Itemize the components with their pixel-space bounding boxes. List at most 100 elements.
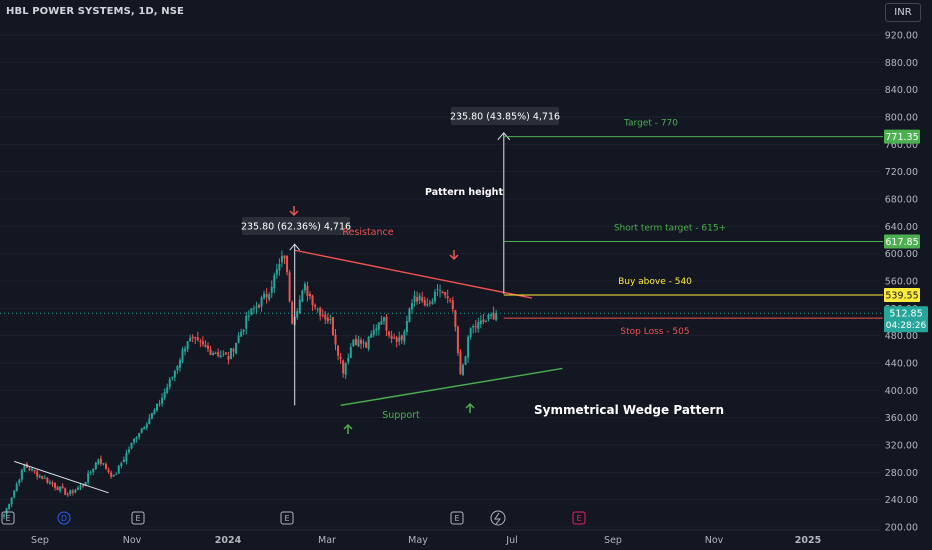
candle-body — [390, 335, 393, 339]
measure-label-1-box — [242, 217, 350, 235]
candle-body — [375, 328, 378, 331]
price-tick-label: 360.00 — [885, 413, 918, 424]
candle-body — [441, 291, 444, 294]
price-tick-label: 720.00 — [885, 167, 918, 178]
price-tick-label: 240.00 — [885, 495, 918, 506]
candle-body — [127, 449, 130, 453]
candle-body — [349, 346, 352, 358]
candle-body — [138, 433, 141, 437]
candle-body — [38, 475, 41, 478]
pattern-height-label: Pattern height — [425, 187, 503, 198]
target-badge — [884, 129, 920, 144]
candle-body — [286, 255, 289, 273]
time-label: Nov — [705, 535, 724, 546]
candle-body — [143, 427, 146, 430]
candle-body — [166, 387, 169, 393]
event-marker-label: E — [576, 514, 581, 523]
price-tick-label: 320.00 — [885, 441, 918, 452]
price-tick-label: 880.00 — [885, 58, 918, 69]
candle-body — [41, 475, 44, 479]
resistance-line — [294, 249, 532, 299]
price-tick-label: 560.00 — [885, 277, 918, 288]
arrow-head — [289, 243, 301, 251]
candle-body — [204, 344, 207, 347]
candle-body — [8, 504, 11, 509]
candle-body — [117, 465, 120, 474]
chart-grid — [0, 34, 880, 528]
candle-body — [275, 269, 278, 275]
candle-body — [413, 295, 416, 303]
time-label: May — [408, 535, 428, 546]
candle-body — [265, 294, 268, 298]
candle-body — [186, 341, 189, 350]
candle-body — [385, 316, 388, 331]
candle-body — [314, 305, 317, 307]
candle-body — [51, 482, 54, 485]
candle-body — [474, 326, 477, 328]
currency-button[interactable]: INR — [885, 3, 921, 22]
candle-body — [48, 482, 51, 484]
price-tick-label: 280.00 — [885, 468, 918, 479]
candle-body — [110, 472, 113, 477]
candle-body — [214, 352, 217, 354]
price-tick-label: 640.00 — [885, 222, 918, 233]
candle-body — [408, 308, 411, 322]
candle-body — [245, 315, 248, 329]
candle-body — [61, 486, 64, 489]
down-arrow-icon-head — [449, 254, 459, 261]
candle-body — [360, 340, 362, 344]
event-marker-label: E — [5, 514, 10, 523]
candle-body — [347, 357, 350, 362]
candle-body — [31, 468, 34, 471]
short-term-target-badge-text: 617.85 — [885, 237, 918, 248]
candle-body — [431, 301, 434, 304]
candle-body — [428, 302, 431, 304]
buy-above-badge — [884, 287, 920, 302]
last-price-badge — [884, 306, 928, 333]
candle-body — [357, 339, 360, 347]
price-axis: 920.00 880.00 840.00 800.00 760.00 720.00 680.… — [884, 31, 928, 534]
candle-body — [372, 329, 375, 336]
candle-body — [400, 335, 403, 340]
short-term-target-badge — [884, 234, 920, 249]
candle-body — [87, 473, 90, 483]
event-marker-label: E — [284, 514, 289, 523]
candle-body — [418, 295, 421, 301]
candle-body — [153, 409, 156, 415]
candle-body — [235, 342, 238, 354]
candle-body — [84, 482, 87, 487]
down-arrow-icon-head — [289, 210, 299, 217]
candle-body — [324, 314, 327, 320]
candle-body — [449, 300, 452, 302]
candle-body — [342, 360, 345, 374]
event-marker-label: E — [135, 514, 140, 523]
time-label: Jul — [505, 535, 517, 546]
candle-body — [168, 379, 171, 388]
price-tick-label: 840.00 — [885, 85, 918, 96]
candle-body — [459, 352, 462, 374]
time-label: Mar — [318, 535, 336, 546]
time-label: 2024 — [215, 535, 242, 546]
candle-body — [398, 337, 401, 342]
candle-body — [268, 294, 271, 300]
candle-body — [288, 272, 291, 302]
candle-body — [122, 459, 125, 463]
price-tick-label: 680.00 — [885, 195, 918, 206]
candle-body — [273, 275, 276, 289]
candle-body — [33, 469, 36, 472]
candle-body — [46, 477, 49, 483]
candle-body — [184, 348, 187, 352]
candle-body — [13, 490, 16, 498]
candle-body — [388, 331, 391, 336]
candle-body — [130, 442, 133, 449]
candle-body — [296, 311, 299, 318]
candle-body — [219, 355, 222, 358]
candle-body — [309, 293, 311, 297]
candle-body — [99, 458, 102, 464]
candle-body — [377, 322, 380, 330]
earnings-marker — [450, 511, 464, 525]
candle-body — [23, 464, 26, 471]
candle-body — [477, 322, 480, 329]
candle-body — [472, 325, 475, 328]
